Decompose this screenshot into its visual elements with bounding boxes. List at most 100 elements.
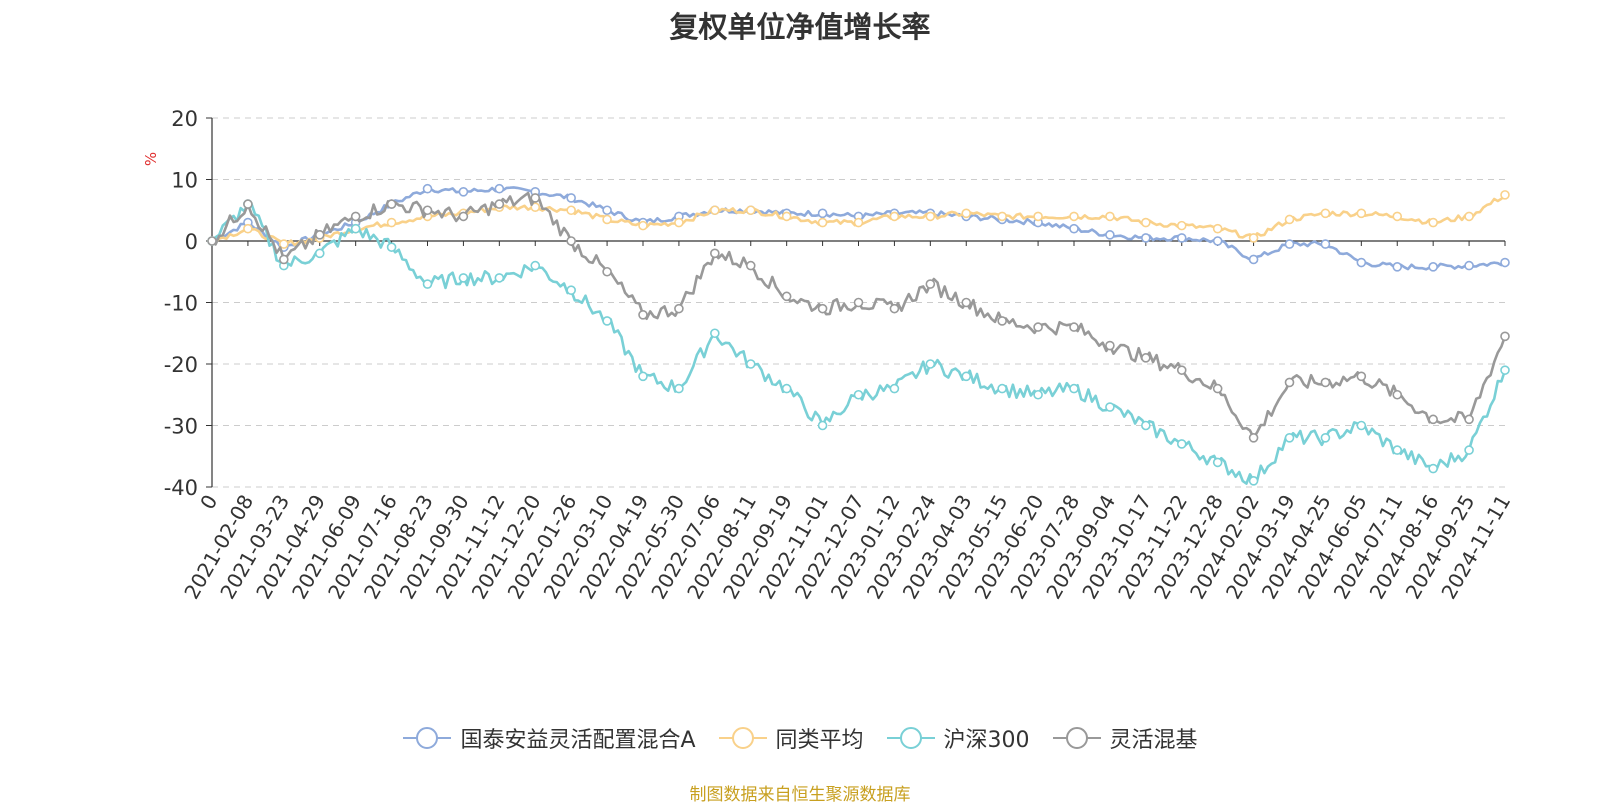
legend-item: 灵活混基: [1052, 722, 1198, 754]
data-point: [1069, 223, 1079, 234]
data-point: [1033, 322, 1043, 332]
data-point: [1141, 353, 1151, 363]
data-point: [1392, 445, 1403, 455]
data-point: [745, 359, 756, 369]
data-point: [1212, 223, 1223, 234]
data-point: [1248, 233, 1259, 243]
data-point: [386, 199, 397, 209]
data-point: [674, 303, 684, 314]
data-point: [925, 359, 936, 369]
data-point: [817, 208, 828, 219]
data-point: [1248, 432, 1259, 443]
data-point: [1464, 211, 1474, 222]
data-point: [1428, 262, 1438, 272]
data-point: [817, 420, 828, 431]
data-point: [1500, 331, 1510, 342]
data-point: [314, 248, 325, 259]
line-chart: 20100-10-20-30-40%02021-02-082021-03-232…: [142, 107, 1515, 603]
data-point: [1105, 402, 1115, 412]
legend: 国泰安益灵活配置混合A 同类平均 沪深300 灵活混基: [0, 722, 1600, 754]
data-point: [925, 211, 936, 222]
data-point: [925, 279, 936, 289]
data-point: [1212, 383, 1223, 394]
data-point: [1320, 239, 1331, 249]
legend-marker: [886, 727, 935, 749]
data-point: [243, 199, 253, 209]
y-tick-label: -40: [164, 476, 198, 500]
data-point: [710, 205, 720, 216]
data-point: [1176, 365, 1187, 375]
legend-label: 国泰安益灵活配置混合A: [460, 728, 696, 753]
data-point: [961, 297, 972, 308]
y-tick-label: -10: [164, 292, 198, 316]
data-point: [1320, 432, 1331, 443]
data-point: [781, 291, 792, 302]
data-point: [530, 193, 541, 203]
data-point: [1500, 190, 1510, 200]
x-tick-label: 0: [195, 491, 222, 514]
data-point: [1033, 389, 1043, 400]
data-point: [602, 316, 612, 326]
legend-item: 国泰安益灵活配置混合A: [402, 722, 696, 754]
data-point: [1176, 439, 1187, 449]
data-point: [458, 211, 469, 222]
y-tick-label: 10: [171, 169, 198, 193]
data-point: [889, 383, 900, 394]
source-note: 制图数据来自恒生聚源数据库: [689, 785, 911, 805]
data-point: [1105, 340, 1115, 351]
data-point: [1428, 414, 1438, 425]
data-point: [1176, 233, 1187, 243]
data-point: [997, 316, 1007, 326]
data-point: [997, 383, 1007, 394]
data-point: [961, 208, 972, 219]
legend-label: 同类平均: [775, 728, 864, 753]
data-point: [1176, 220, 1187, 231]
data-point: [889, 303, 900, 314]
data-point: [1284, 377, 1295, 388]
data-point: [817, 303, 828, 314]
data-point: [889, 211, 900, 222]
data-point: [781, 383, 792, 394]
data-point: [530, 260, 541, 271]
data-point: [1500, 257, 1510, 268]
y-tick-label: 0: [185, 230, 198, 254]
data-point: [781, 211, 792, 222]
data-point: [279, 239, 289, 249]
data-point: [279, 254, 289, 265]
series-lines: [207, 183, 1510, 486]
data-point: [458, 273, 469, 283]
data-point: [1033, 211, 1043, 222]
data-point: [638, 309, 648, 320]
legend-label: 沪深300: [943, 728, 1030, 753]
data-point: [494, 273, 505, 283]
data-point: [853, 389, 864, 400]
data-point: [997, 211, 1007, 222]
data-point: [817, 217, 828, 228]
legend-item: 同类平均: [718, 722, 864, 754]
data-point: [1392, 211, 1403, 222]
data-point: [1069, 211, 1079, 222]
y-tick-label: -30: [164, 415, 198, 439]
data-point: [638, 220, 648, 231]
data-point: [1141, 233, 1151, 243]
data-point: [566, 193, 576, 203]
legend-marker: [403, 727, 452, 749]
data-point: [350, 223, 361, 234]
legend-item: 沪深300: [886, 722, 1030, 754]
data-point: [1212, 457, 1223, 468]
data-point: [638, 371, 648, 382]
data-point: [1141, 420, 1151, 431]
data-point: [1464, 445, 1474, 455]
data-point: [1392, 262, 1403, 272]
chart-title: 复权单位净值增长率: [669, 10, 931, 44]
legend-label: 灵活混基: [1109, 728, 1198, 753]
data-point: [1141, 217, 1151, 228]
data-point: [566, 205, 576, 216]
data-point: [386, 217, 397, 228]
data-point: [1464, 414, 1474, 425]
data-point: [566, 236, 576, 246]
data-point: [1212, 236, 1223, 246]
y-axis-unit-label: %: [142, 152, 160, 166]
data-point: [745, 260, 756, 271]
data-point: [530, 202, 541, 212]
